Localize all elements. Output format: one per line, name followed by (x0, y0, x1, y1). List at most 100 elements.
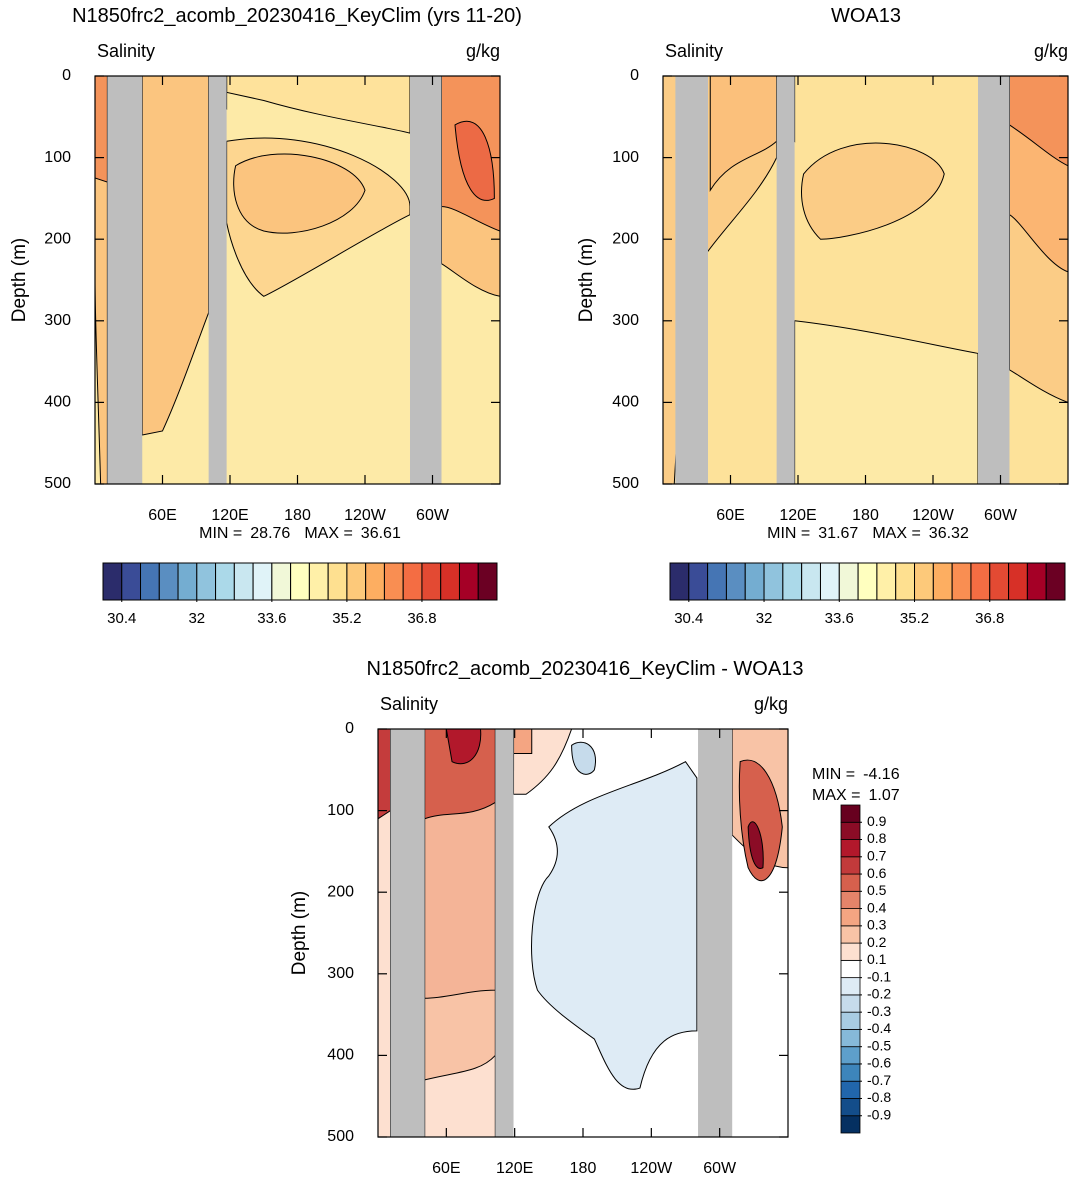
colorbar-box (196, 562, 217, 601)
colorbar-box (840, 804, 861, 823)
colorbar-box (840, 856, 861, 875)
colorbar-box (951, 562, 972, 601)
colorbar-label: -0.9 (867, 1106, 891, 1122)
colorbar-label: 30.4 (107, 610, 136, 627)
colorbar-box (440, 562, 460, 601)
colorbar-label: 30.4 (674, 610, 703, 627)
colorbar-box (840, 873, 861, 892)
colorbar-box (989, 562, 1010, 601)
colorbar-label: 0.8 (867, 830, 887, 846)
y-tick-label: 400 (44, 394, 71, 411)
colorbar-box (1026, 562, 1047, 601)
colorbar-label: 0.4 (867, 899, 887, 915)
colorbar-box (840, 890, 861, 909)
x-tick-label: 60E (716, 507, 744, 524)
panel-title: WOA13 (831, 5, 901, 27)
colorbar-label: -0.7 (867, 1072, 891, 1088)
min-max-text: MIN = 31.67 MAX = 36.32 (767, 525, 969, 542)
panel-title: N1850frc2_acomb_20230416_KeyClim (yrs 11… (72, 5, 522, 27)
colorbar-box (121, 562, 142, 601)
colorbar-box (801, 562, 821, 601)
colorbar-label: 0.3 (867, 917, 887, 933)
y-tick-label: 100 (44, 149, 71, 166)
y-tick-label: 500 (44, 475, 71, 492)
y-axis-label: Depth (m) (289, 891, 310, 975)
colorbar-label: -0.4 (867, 1020, 891, 1036)
x-tick-label: 120W (344, 507, 387, 524)
x-tick-label: 120W (912, 507, 955, 524)
colorbar-box (688, 562, 709, 601)
min-max-text: MIN = 28.76 MAX = 36.61 (199, 525, 401, 542)
colorbar-label: 32 (188, 610, 205, 627)
right-label: g/kg (1034, 41, 1068, 61)
min-value: -4.16 (863, 766, 900, 783)
colorbar-box (1008, 562, 1028, 601)
colorbar-box (477, 562, 498, 601)
x-tick-label: 120E (211, 507, 248, 524)
x-tick-label: 120E (496, 1160, 533, 1177)
y-tick-label: 300 (44, 312, 71, 329)
colorbar-box (140, 562, 160, 601)
colorbar-box (669, 562, 690, 601)
max-text: MAX = 1.07 (812, 787, 900, 804)
y-axis-label: Depth (m) (576, 238, 597, 322)
min-label: MIN = (812, 766, 855, 783)
colorbar-box (840, 925, 861, 944)
colorbar-label: 0.7 (867, 847, 887, 863)
colorbar-box (857, 562, 878, 601)
y-tick-label: 0 (62, 67, 71, 84)
colorbar-label: -0.5 (867, 1037, 891, 1053)
x-tick-label: 180 (570, 1160, 597, 1177)
colorbar-box (252, 562, 273, 601)
colorbar-label: -0.6 (867, 1055, 891, 1071)
max-value: 1.07 (868, 787, 899, 804)
colorbar-box (233, 562, 254, 601)
x-tick-label: 60E (148, 507, 176, 524)
colorbar-box (840, 908, 861, 927)
max-label: MAX = (304, 525, 352, 542)
colorbar-box (346, 562, 367, 601)
right-label: g/kg (466, 41, 500, 61)
x-tick-label: 180 (284, 507, 311, 524)
contour-field (95, 76, 500, 484)
colorbar-box (840, 994, 861, 1013)
x-tick-label: 60W (703, 1160, 737, 1177)
min-value: 28.76 (250, 525, 290, 542)
colorbar-box (932, 562, 953, 601)
x-tick-label: 60W (984, 507, 1018, 524)
colorbar-box (271, 562, 292, 601)
colorbar-label: 35.2 (332, 610, 361, 627)
x-tick-label: 120W (630, 1160, 673, 1177)
colorbar-box (102, 562, 123, 601)
colorbar-box (840, 1080, 861, 1099)
colorbar-label: 0.1 (867, 951, 887, 967)
colorbar-box (308, 562, 329, 601)
colorbar-label: 36.8 (975, 610, 1004, 627)
colorbar-box (458, 562, 479, 601)
colorbar-box (383, 562, 404, 601)
colorbar-box (840, 839, 861, 858)
colorbar-box (914, 562, 934, 601)
colorbar-box (707, 562, 727, 601)
y-tick-label: 300 (327, 965, 354, 982)
x-tick-label: 180 (852, 507, 879, 524)
colorbar-box (421, 562, 442, 601)
colorbar-box (402, 562, 423, 601)
min-label: MIN = (199, 525, 242, 542)
colorbar-box (725, 562, 746, 601)
contour-field (663, 76, 1068, 484)
colorbar-box (840, 977, 861, 996)
colorbar-box (876, 562, 897, 601)
colorbar-box (840, 1063, 861, 1082)
colorbar-box (365, 562, 385, 601)
y-tick-label: 100 (612, 149, 639, 166)
y-tick-label: 300 (612, 312, 639, 329)
max-value: 36.61 (361, 525, 401, 542)
y-tick-label: 500 (327, 1128, 354, 1145)
colorbar-box (895, 562, 916, 601)
y-tick-label: 400 (327, 1047, 354, 1064)
y-axis-label: Depth (m) (9, 238, 30, 322)
colorbar-box (840, 1011, 861, 1030)
colorbar-box (1045, 562, 1066, 601)
colorbar-box (782, 562, 803, 601)
